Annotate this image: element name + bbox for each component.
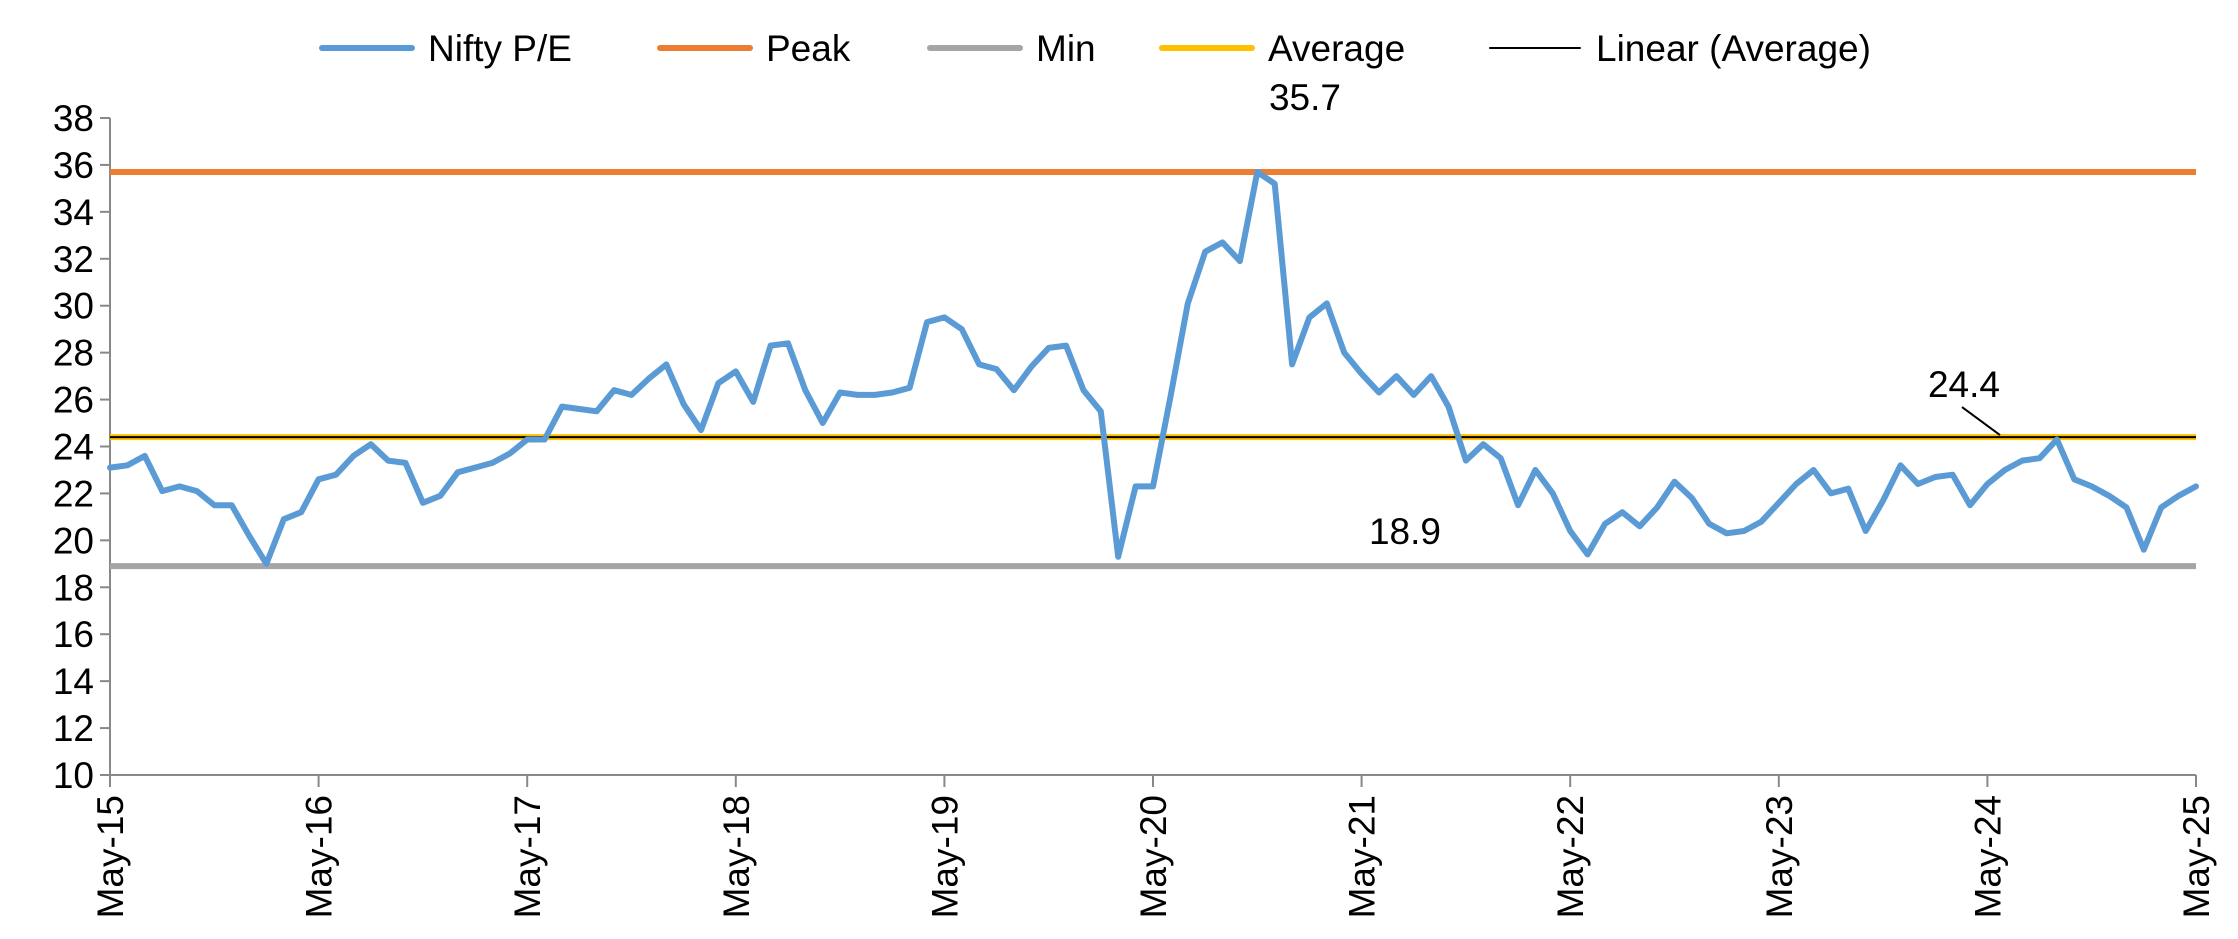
legend-item: Peak xyxy=(657,28,851,69)
x-tick-label: May-16 xyxy=(299,795,340,918)
nifty-pe-series xyxy=(107,169,2199,567)
y-tick-label: 26 xyxy=(53,380,94,421)
x-tick-label: May-15 xyxy=(90,795,131,918)
x-tick-label: May-24 xyxy=(1967,795,2008,918)
legend-label: Nifty P/E xyxy=(428,28,572,69)
min-value-label: 18.9 xyxy=(1369,511,1441,552)
annotations: 35.7 24.4 18.9 xyxy=(1269,77,2001,552)
x-tick-label: May-20 xyxy=(1133,795,1174,918)
x-tick-label: May-21 xyxy=(1342,795,1383,918)
legend-item: Min xyxy=(927,28,1096,69)
y-tick-label: 14 xyxy=(53,661,94,702)
y-tick-label: 12 xyxy=(53,708,94,749)
axes: 10 12 14 16 18 20 22 24 26 28 30 32 34 36 38 May-15 May-… xyxy=(53,98,2217,918)
legend-label: Min xyxy=(1036,28,1096,69)
y-tick-label: 28 xyxy=(53,333,94,374)
average-value-label: 24.4 xyxy=(1928,364,2000,405)
x-tick-label: May-23 xyxy=(1759,795,1800,918)
x-tick-label: May-25 xyxy=(2176,795,2217,918)
x-tick-label: May-19 xyxy=(924,795,965,918)
average-leader-line xyxy=(1961,406,2001,436)
y-tick-label: 10 xyxy=(53,755,94,796)
legend-label: Linear (Average) xyxy=(1596,28,1871,69)
legend: Nifty P/E Peak Min Average Linear (Average) xyxy=(319,28,1871,69)
y-tick-label: 30 xyxy=(53,286,94,327)
y-tick-label: 20 xyxy=(53,520,94,561)
x-tick-label: May-17 xyxy=(507,795,548,918)
y-tick-label: 38 xyxy=(53,98,94,139)
legend-label: Peak xyxy=(766,28,851,69)
y-tick-label: 36 xyxy=(53,145,94,186)
x-tick-label: May-18 xyxy=(716,795,757,918)
y-tick-label: 32 xyxy=(53,239,94,280)
reference-lines xyxy=(110,168,2196,570)
y-tick-label: 24 xyxy=(53,427,94,468)
legend-item: Linear (Average) xyxy=(1489,28,1871,69)
y-tick-label: 18 xyxy=(53,567,94,608)
legend-item: Average xyxy=(1159,28,1405,69)
y-tick-label: 22 xyxy=(53,473,94,514)
nifty-pe-line xyxy=(107,169,2199,567)
y-tick-label: 34 xyxy=(53,192,94,233)
legend-item: Nifty P/E xyxy=(319,28,572,69)
x-tick-label: May-22 xyxy=(1550,795,1591,918)
peak-value-label: 35.7 xyxy=(1269,77,1341,118)
y-tick-label: 16 xyxy=(53,614,94,655)
legend-label: Average xyxy=(1268,28,1405,69)
